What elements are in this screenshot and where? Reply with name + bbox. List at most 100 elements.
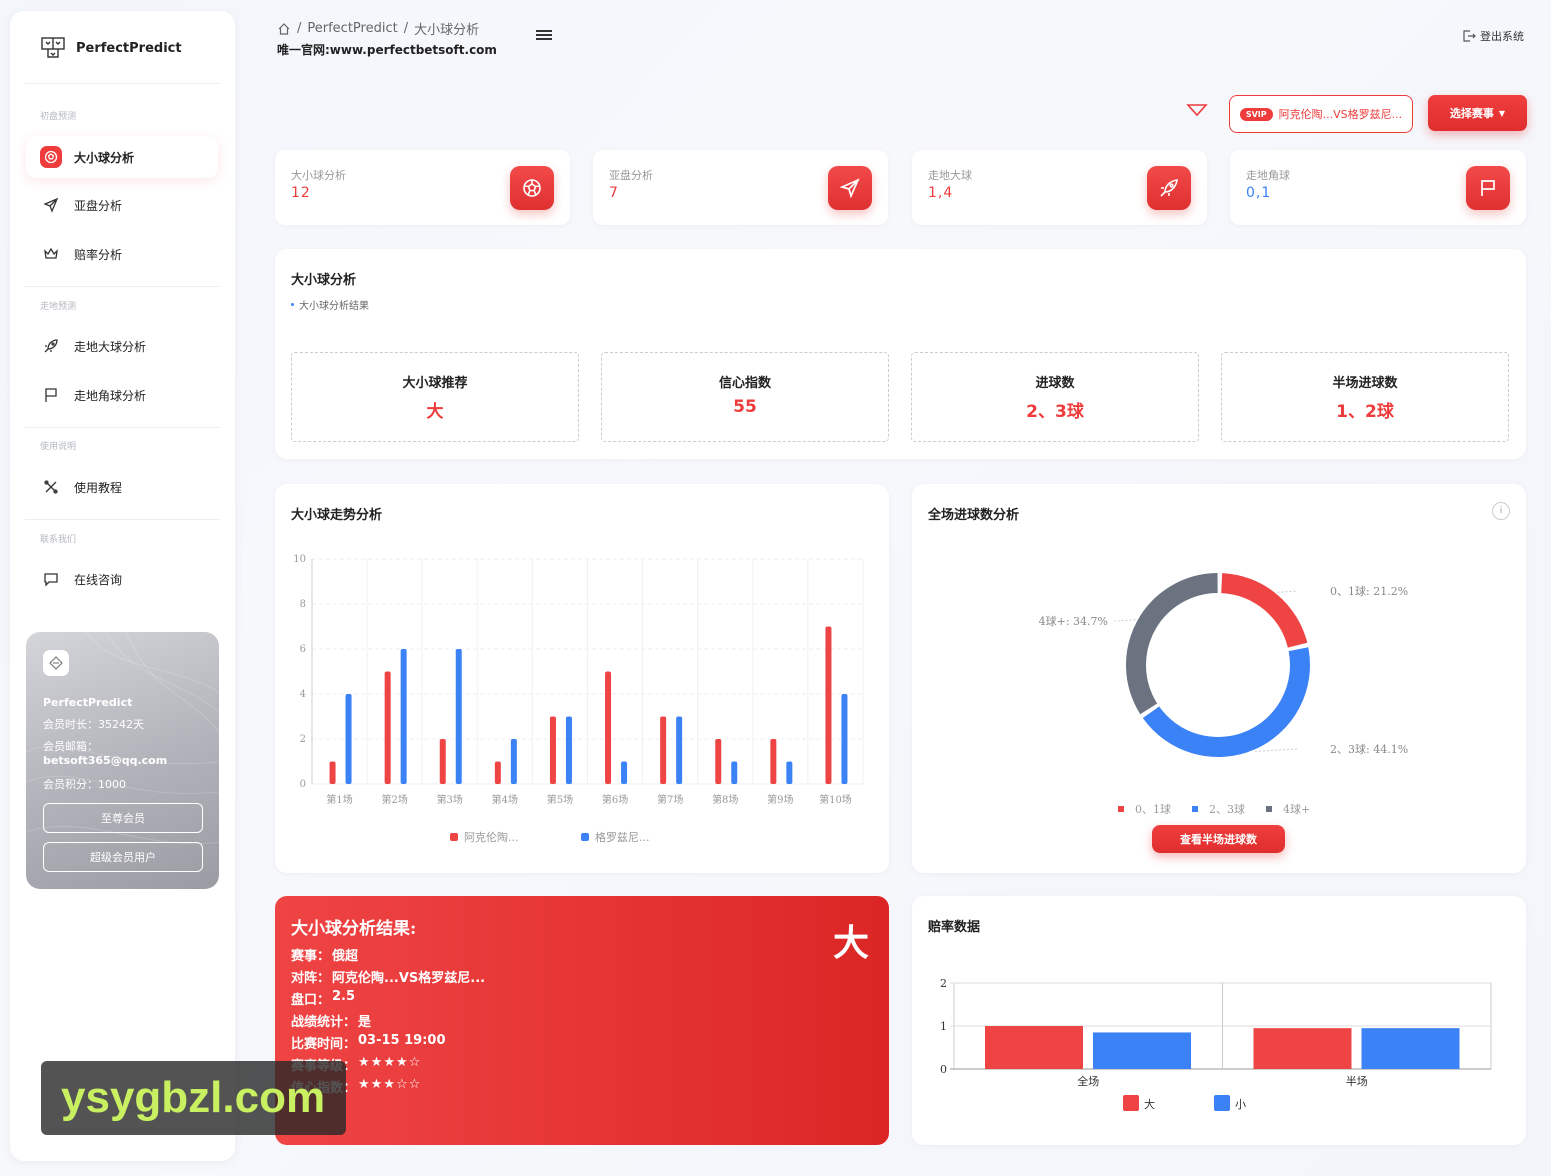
stat-value: 12 (291, 185, 311, 201)
panel-title: 赔率数据 (928, 920, 981, 935)
bar-away (510, 739, 517, 784)
sidebar-item-online-chat[interactable]: 在线咨询 (26, 558, 218, 600)
box-value: 2、3球 (1026, 402, 1084, 422)
stat-card-live-corners[interactable]: 走地角球 0,1 (1230, 150, 1526, 225)
stat-card-ou[interactable]: 大小球分析 12 (275, 150, 570, 225)
panel-subtitle: 大小球分析结果 (291, 297, 369, 312)
odds-bar-chart: 0 1 2 全场 半场大 小 (940, 977, 1492, 1111)
y-tick-label: 0 (940, 1063, 947, 1076)
label-leader-line (1254, 748, 1298, 752)
sidebar-item-live-ou[interactable]: 走地大球分析 (26, 325, 218, 367)
result-line-match: 对阵： 阿克伦陶...VS格罗兹尼... (291, 967, 485, 986)
filter-triangle-icon[interactable] (1186, 102, 1208, 121)
sidebar-item-tutorial[interactable]: 使用教程 (26, 466, 218, 508)
sidebar-item-label: 使用教程 (74, 480, 123, 495)
breadcrumb-item[interactable]: PerfectPredict (307, 21, 398, 36)
current-match-label: 阿克伦陶...VS格罗兹尼... (1278, 108, 1403, 121)
slice-label: 4球+: 34.7% (1039, 614, 1108, 628)
result-value: 2.5 (332, 989, 356, 1004)
x-tick-label: 第9场 (767, 793, 793, 806)
result-value: 03-15 19:00 (358, 1033, 446, 1048)
stat-value: 0,1 (1246, 185, 1272, 201)
trend-panel: 大小球走势分析 0 2 4 6 8 10 第1场 第2场 第3场 第4场 第5场 第6场 第7场 第8场 第… (275, 484, 889, 873)
sidebar-item-live-corner[interactable]: 走地角球分析 (26, 374, 218, 416)
stat-card-live-goals[interactable]: 走地大球 1,4 (912, 150, 1207, 225)
stat-value: 1,4 (928, 185, 954, 201)
sidebar-item-asian-handicap[interactable]: 亚盘分析 (26, 184, 218, 226)
info-icon[interactable]: i (1492, 502, 1510, 520)
bar-away (786, 761, 793, 784)
bar-home (329, 761, 336, 784)
trend-bar-chart: 0 2 4 6 8 10 第1场 第2场 第3场 第4场 第5场 第6场 第7场 第8场 第9场 第10场阿克… (293, 554, 864, 844)
box-value: 55 (733, 397, 757, 417)
result-value: 俄超 (332, 949, 359, 964)
divider (25, 286, 220, 287)
stat-label: 亚盘分析 (609, 169, 653, 182)
y-tick-label: 2 (300, 734, 306, 745)
bar-away (731, 761, 738, 784)
crown-icon (40, 243, 62, 265)
sidebar-item-ou-analysis[interactable]: 大小球分析 (26, 136, 218, 178)
official-site: 唯一官网:www.perfectbetsoft.com (277, 43, 497, 57)
bar-over (985, 1026, 1083, 1069)
stat-card-asian[interactable]: 亚盘分析 7 (593, 150, 888, 225)
bar-home (384, 671, 391, 784)
super-member-button[interactable]: 超级会员用户 (43, 842, 203, 872)
breadcrumb-sep: / (297, 21, 302, 36)
rocket-icon (1147, 166, 1191, 210)
bar-away (676, 716, 683, 784)
donut-slice (1142, 647, 1310, 757)
box-label: 半场进球数 (1332, 376, 1398, 391)
half-goals-box: 半场进球数 1、2球 (1221, 352, 1509, 442)
logout-button[interactable]: 登出系统 (1462, 28, 1524, 44)
tools-icon (40, 476, 62, 498)
view-half-goals-button[interactable]: 查看半场进球数 (1152, 825, 1285, 853)
sidebar: PerfectPredict 初盘预测 大小球分析 亚盘分析 赔率分析 走地预测… (10, 11, 235, 1161)
star-rating: ★★★★☆ (358, 1055, 422, 1070)
bar-under (1361, 1028, 1460, 1069)
divider (25, 83, 220, 84)
breadcrumb: / PerfectPredict / 大小球分析 (277, 19, 479, 38)
sidebar-item-odds[interactable]: 赔率分析 (26, 233, 218, 275)
bar-away (565, 716, 572, 784)
member-email-label: 会员邮箱： (43, 740, 98, 753)
goals-box: 进球数 2、3球 (911, 352, 1199, 442)
logout-icon (1463, 30, 1476, 42)
current-match-button[interactable]: SVIP 阿克伦陶...VS格罗兹尼... (1229, 95, 1413, 133)
select-match-button[interactable]: 选择赛事 ▼ (1428, 95, 1527, 131)
brand[interactable]: PerfectPredict (40, 35, 182, 61)
x-tick-label: 第8场 (712, 793, 738, 806)
flag-icon (40, 384, 62, 406)
breadcrumb-current: 大小球分析 (414, 23, 480, 38)
x-tick-label: 第7场 (657, 793, 683, 806)
result-recommend: 大 (832, 923, 869, 964)
sidebar-item-label: 走地大球分析 (74, 339, 147, 354)
legend-label: 4球+ (1283, 802, 1310, 816)
box-value: 1、2球 (1336, 402, 1394, 422)
legend-swatch (450, 833, 458, 841)
box-label: 大小球推荐 (402, 376, 468, 391)
menu-toggle-icon[interactable] (535, 27, 553, 47)
analysis-panel: 大小球分析 大小球分析结果 大小球推荐 大 信心指数 55 进球数 2、3球 半… (275, 249, 1526, 459)
bar-home (494, 761, 501, 784)
goals-dist-panel: 全场进球数分析 i 0、1球: 21.2% 2、3球: 44.1% 4球+: 34.… (912, 484, 1526, 873)
flag-icon (1466, 166, 1510, 210)
x-tick-label: 半场 (1346, 1074, 1368, 1088)
member-card: PerfectPredict 会员时长：35242天 会员邮箱： betsoft… (26, 632, 219, 889)
result-key: 对阵： (291, 971, 331, 986)
legend-swatch (581, 833, 589, 841)
supreme-member-button[interactable]: 至尊会员 (43, 803, 203, 833)
slice-label: 0、1球: 21.2% (1330, 584, 1408, 598)
member-name: PerfectPredict (43, 696, 133, 709)
bar-home (549, 716, 556, 784)
donut-slice (1220, 573, 1308, 648)
y-tick-label: 8 (300, 599, 306, 610)
result-value: 阿克伦陶...VS格罗兹尼... (332, 971, 486, 986)
goals-donut-chart: 0、1球: 21.2% 2、3球: 44.1% 4球+: 34.7% 0、1球 2、3球… (1039, 573, 1408, 816)
section-title-contact: 联系我们 (40, 535, 77, 545)
y-tick-label: 0 (300, 779, 306, 790)
home-icon[interactable] (277, 22, 291, 36)
y-tick-label: 10 (293, 554, 306, 565)
legend-label: 0、1球 (1135, 802, 1171, 816)
bar-home (660, 716, 667, 784)
